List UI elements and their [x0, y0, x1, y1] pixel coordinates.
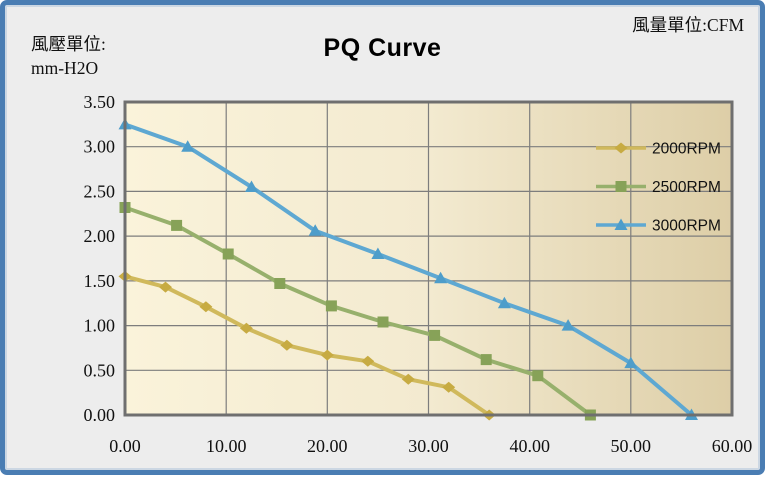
square-marker-2500RPM: [532, 370, 544, 382]
y-tick-label: 1.50: [84, 271, 116, 291]
diamond-marker-2000RPM: [361, 355, 375, 367]
triangle-marker-3000RPM: [308, 224, 322, 236]
diamond-marker-2000RPM: [442, 381, 456, 393]
square-marker-2500RPM: [325, 300, 337, 312]
square-marker-2500RPM: [171, 219, 183, 231]
legend-label-3000RPM: 3000RPM: [652, 218, 721, 235]
triangle-marker-3000RPM: [245, 180, 258, 192]
flow-unit-label: 風量單位:CFM: [632, 15, 744, 35]
pressure-unit-line1: 風壓單位:: [31, 34, 106, 54]
square-marker-2500RPM: [429, 329, 441, 341]
diamond-marker-2000RPM: [280, 339, 294, 351]
pressure-unit-label: 風壓單位: mm-H2O: [31, 33, 106, 80]
diamond-marker-2000RPM: [401, 373, 415, 385]
triangle-marker-3000RPM: [497, 296, 511, 309]
triangle-marker-3000RPM: [181, 140, 195, 152]
x-tick-label: 30.00: [408, 436, 449, 456]
square-marker-2500RPM: [480, 354, 492, 366]
series-line-3000RPM: [123, 122, 694, 417]
diamond-marker-2000RPM: [159, 281, 172, 293]
diamond-marker-2000RPM: [320, 349, 334, 361]
triangle-marker-3000RPM: [371, 247, 385, 259]
legend-label-2500RPM: 2500RPM: [652, 179, 721, 196]
series-line-2500RPM: [123, 205, 593, 417]
diamond-marker-2000RPM: [199, 301, 213, 313]
y-tick-label: 1.00: [84, 316, 116, 336]
square-marker-2500RPM: [615, 181, 627, 192]
legend-label-2000RPM: 2000RPM: [652, 141, 721, 158]
diamond-marker-2000RPM: [614, 142, 628, 154]
diamond-marker-2000RPM: [239, 322, 253, 334]
triangle-marker-3000RPM: [561, 319, 575, 331]
square-marker-2500RPM: [222, 248, 234, 260]
y-tick-label: 3.50: [84, 92, 116, 112]
y-tick-label: 0.50: [84, 360, 116, 380]
square-marker-2500RPM: [377, 316, 389, 328]
y-tick-label: 3.00: [84, 137, 116, 157]
y-tick-label: 2.00: [84, 226, 116, 246]
x-tick-label: 10.00: [206, 436, 247, 456]
pq-chart-svg: 0.00 10.00 20.00 30.00 40.00 50.00 60.00 0.00 0.…: [84, 92, 753, 456]
x-tick-label: 60.00: [712, 436, 753, 456]
pressure-unit-line2: mm-H2O: [31, 57, 99, 78]
triangle-marker-3000RPM: [624, 356, 638, 369]
x-tick-label: 0.00: [109, 436, 141, 456]
square-marker-2500RPM: [274, 278, 286, 289]
series-line-2000RPM: [123, 274, 492, 417]
y-tick-label: 0.00: [84, 405, 116, 425]
triangle-marker-3000RPM: [434, 271, 448, 284]
plot-border: [123, 100, 734, 417]
x-tick-label: 40.00: [509, 436, 550, 456]
x-tick-label: 50.00: [611, 436, 652, 456]
chart-title: PQ Curve: [323, 34, 442, 62]
x-tick-label: 20.00: [307, 436, 348, 456]
y-tick-label: 2.50: [84, 181, 116, 201]
triangle-marker-3000RPM: [614, 218, 628, 230]
